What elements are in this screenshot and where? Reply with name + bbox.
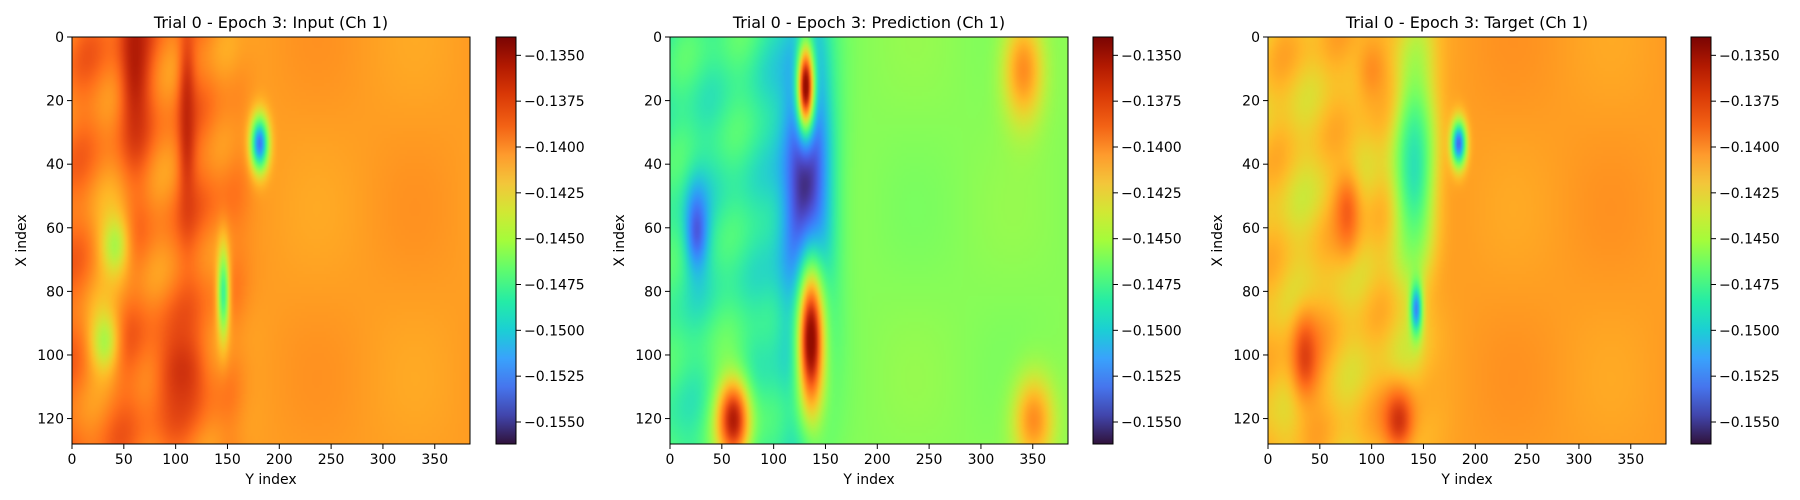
- x-tick-label: 100: [760, 452, 787, 468]
- y-tick-label: 20: [644, 94, 662, 110]
- x-tick-label: 200: [266, 452, 293, 468]
- colorbar-tick-label: −0.1550: [1121, 415, 1182, 431]
- x-tick-label: 250: [318, 452, 345, 468]
- x-tick-label: 50: [1311, 452, 1329, 468]
- chart-title: Trial 0 - Epoch 3: Prediction (Ch 1): [732, 13, 1005, 32]
- y-tick-label: 0: [55, 30, 64, 46]
- heatmap-image: [670, 37, 1068, 444]
- heatmap-image: [1268, 37, 1666, 444]
- colorbar-tick-label: −0.1500: [1121, 323, 1182, 339]
- colorbar-tick-label: −0.1525: [524, 369, 585, 385]
- y-tick-label: 80: [46, 284, 64, 300]
- x-tick-label: 300: [1566, 452, 1593, 468]
- colorbar: −0.1350 −0.1375 −0.1400 −0.1425 −0.1450 −0.14…: [495, 36, 585, 445]
- colorbar-tick-label: −0.1475: [1719, 278, 1780, 294]
- x-tick-label: 100: [162, 452, 189, 468]
- colorbar-tick-label: −0.1375: [1719, 94, 1780, 110]
- y-tick-label: 100: [635, 348, 662, 364]
- x-tick-label: 150: [812, 452, 839, 468]
- chart-title: Trial 0 - Epoch 3: Target (Ch 1): [1345, 13, 1588, 32]
- colorbar-tick-label: −0.1400: [1121, 140, 1182, 156]
- chart-title: Trial 0 - Epoch 3: Input (Ch 1): [153, 13, 388, 32]
- colorbar: −0.1350 −0.1375 −0.1400 −0.1425 −0.1450 −0.14…: [1690, 36, 1780, 445]
- colorbar-tick-label: −0.1475: [1121, 278, 1182, 294]
- colorbar-tick-label: −0.1475: [524, 278, 585, 294]
- y-tick-label: 120: [1233, 412, 1260, 428]
- x-tick-label: 350: [421, 452, 448, 468]
- colorbar-tick-label: −0.1375: [1121, 94, 1182, 110]
- colorbar-tick-label: −0.1525: [1719, 369, 1780, 385]
- y-tick-label: 0: [1251, 30, 1260, 46]
- x-tick-label: 300: [370, 452, 397, 468]
- x-tick-label: 200: [1462, 452, 1489, 468]
- heatmap-panel-1: Trial 0 - Epoch 3: Input (Ch 1) 0 50 100 150…: [14, 13, 585, 488]
- y-tick-label: 80: [644, 284, 662, 300]
- y-tick-label: 100: [37, 348, 64, 364]
- y-axis-label: X index: [1210, 214, 1226, 266]
- y-tick-label: 20: [1242, 94, 1260, 110]
- colorbar-gradient: [1690, 36, 1712, 445]
- colorbar-tick-label: −0.1375: [524, 94, 585, 110]
- x-tick-label: 250: [1514, 452, 1541, 468]
- x-tick-label: 50: [115, 452, 133, 468]
- colorbar-tick-label: −0.1350: [524, 48, 585, 64]
- plot-frame: [669, 36, 1069, 445]
- y-axis-label: X index: [14, 214, 30, 266]
- y-tick-label: 100: [1233, 348, 1260, 364]
- y-tick-label: 60: [46, 221, 64, 237]
- y-tick-label: 0: [653, 30, 662, 46]
- colorbar-tick-label: −0.1500: [1719, 323, 1780, 339]
- y-tick-label: 60: [644, 221, 662, 237]
- colorbar-tick-label: −0.1450: [1719, 232, 1780, 248]
- x-tick-label: 200: [864, 452, 891, 468]
- colorbar-tick-label: −0.1500: [524, 323, 585, 339]
- colorbar-tick-label: −0.1425: [1121, 186, 1182, 202]
- x-tick-label: 0: [68, 452, 77, 468]
- colorbar-tick-label: −0.1400: [1719, 140, 1780, 156]
- x-tick-label: 150: [214, 452, 241, 468]
- x-tick-label: 350: [1617, 452, 1644, 468]
- x-axis-label: Y index: [842, 472, 894, 488]
- y-tick-label: 40: [1242, 157, 1260, 173]
- colorbar: −0.1350 −0.1375 −0.1400 −0.1425 −0.1450 −0.14…: [1092, 36, 1182, 445]
- colorbar-tick-label: −0.1450: [524, 232, 585, 248]
- x-tick-label: 250: [916, 452, 943, 468]
- x-tick-label: 300: [968, 452, 995, 468]
- heatmap-panel-3: Trial 0 - Epoch 3: Target (Ch 1) 0 50 100 15…: [1210, 13, 1780, 488]
- colorbar-tick-label: −0.1525: [1121, 369, 1182, 385]
- x-axis-label: Y index: [1440, 472, 1492, 488]
- colorbar-tick-label: −0.1425: [1719, 186, 1780, 202]
- y-tick-label: 40: [644, 157, 662, 173]
- y-tick-label: 40: [46, 157, 64, 173]
- y-tick-label: 80: [1242, 284, 1260, 300]
- colorbar-tick-label: −0.1550: [524, 415, 585, 431]
- y-axis-label: X index: [612, 214, 628, 266]
- x-axis-label: Y index: [244, 472, 296, 488]
- colorbar-tick-label: −0.1450: [1121, 232, 1182, 248]
- colorbar-tick-label: −0.1550: [1719, 415, 1780, 431]
- x-tick-label: 0: [666, 452, 675, 468]
- y-tick-label: 60: [1242, 221, 1260, 237]
- colorbar-tick-label: −0.1400: [524, 140, 585, 156]
- x-tick-label: 100: [1358, 452, 1385, 468]
- colorbar-tick-label: −0.1425: [524, 186, 585, 202]
- colorbar-gradient: [495, 36, 517, 445]
- x-tick-label: 0: [1264, 452, 1273, 468]
- y-tick-label: 120: [635, 412, 662, 428]
- colorbar-tick-label: −0.1350: [1121, 48, 1182, 64]
- x-tick-label: 150: [1410, 452, 1437, 468]
- heatmap-panel-2: Trial 0 - Epoch 3: Prediction (Ch 1) 0 50 1…: [612, 13, 1182, 488]
- plot-frame: [71, 36, 471, 445]
- y-tick-label: 20: [46, 94, 64, 110]
- heatmap-image: [72, 37, 470, 444]
- colorbar-tick-label: −0.1350: [1719, 48, 1780, 64]
- x-tick-label: 350: [1019, 452, 1046, 468]
- y-tick-label: 120: [37, 412, 64, 428]
- plot-frame: [1267, 36, 1667, 445]
- colorbar-gradient: [1092, 36, 1114, 445]
- x-tick-label: 50: [713, 452, 731, 468]
